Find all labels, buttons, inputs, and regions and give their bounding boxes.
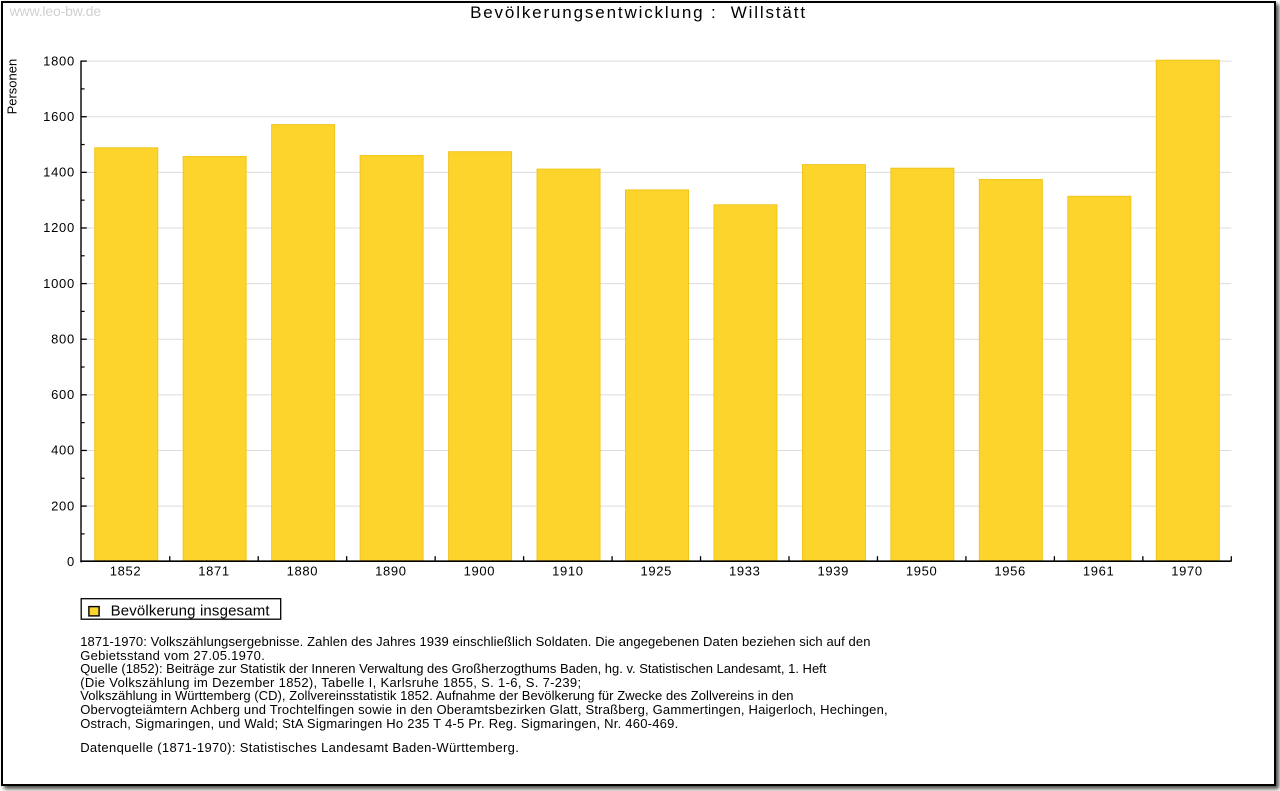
svg-text:200: 200 xyxy=(51,498,75,513)
svg-text:Personen: Personen xyxy=(4,58,19,114)
svg-text:1961: 1961 xyxy=(1083,563,1115,578)
svg-text:1939: 1939 xyxy=(817,563,849,578)
svg-text:0: 0 xyxy=(67,554,75,569)
svg-text:1852: 1852 xyxy=(109,563,141,578)
svg-text:1600: 1600 xyxy=(43,109,75,124)
svg-text:800: 800 xyxy=(51,331,75,346)
svg-text:1900: 1900 xyxy=(463,563,495,578)
svg-text:Bevölkerung insgesamt: Bevölkerung insgesamt xyxy=(110,602,270,619)
svg-text:1871: 1871 xyxy=(198,563,230,578)
svg-text:1933: 1933 xyxy=(729,563,761,578)
svg-text:1400: 1400 xyxy=(43,164,75,179)
svg-text:1880: 1880 xyxy=(286,563,318,578)
svg-text:1910: 1910 xyxy=(552,563,584,578)
svg-text:1925: 1925 xyxy=(640,563,672,578)
svg-text:1970: 1970 xyxy=(1171,563,1203,578)
svg-text:600: 600 xyxy=(51,387,75,402)
svg-text:1200: 1200 xyxy=(43,220,75,235)
svg-text:1950: 1950 xyxy=(906,563,938,578)
svg-text:1890: 1890 xyxy=(375,563,407,578)
svg-text:1956: 1956 xyxy=(994,563,1026,578)
svg-text:1000: 1000 xyxy=(43,275,75,290)
svg-text:1800: 1800 xyxy=(43,53,75,68)
svg-text:400: 400 xyxy=(51,442,75,457)
